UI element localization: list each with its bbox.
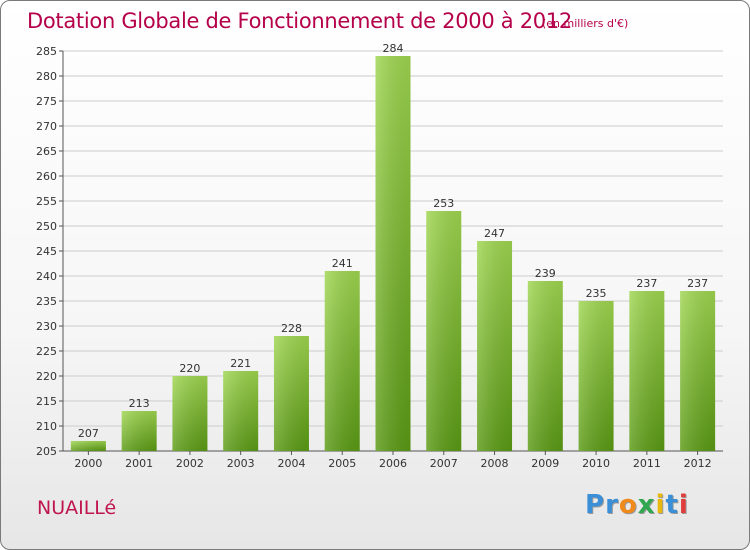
logo-letter: o: [618, 490, 638, 520]
y-tick-label: 280: [36, 70, 57, 83]
x-tick-label: 2009: [531, 457, 559, 470]
logo-letter: i: [655, 490, 666, 520]
x-tick-label: 2006: [379, 457, 407, 470]
bar-shading: [629, 291, 665, 451]
y-tick-label: 285: [36, 45, 57, 58]
logo-letter: t: [665, 490, 679, 520]
bar-shading: [70, 441, 106, 451]
x-tick-label: 2002: [176, 457, 204, 470]
bar-shading: [273, 336, 309, 451]
logo-letter: P: [585, 490, 606, 520]
y-tick-label: 275: [36, 95, 57, 108]
tick-labels: 205 210 215 220 225 230 235 240 245 250 255 260 265 2…: [36, 45, 712, 470]
chart-title: Dotation Globale de Fonctionnement de 20…: [27, 9, 572, 33]
data-label: 213: [129, 397, 150, 410]
y-tick-label: 260: [36, 170, 57, 183]
data-label: 237: [636, 277, 657, 290]
y-tick-label: 250: [36, 220, 57, 233]
bar-shading: [324, 271, 360, 451]
data-label: 241: [332, 257, 353, 270]
x-tick-label: 2000: [74, 457, 102, 470]
bar-shading: [375, 56, 411, 451]
proxiti-logo: Proxiti: [585, 490, 689, 520]
logo-letter: r: [605, 490, 619, 520]
logo-letter: x: [637, 490, 656, 520]
data-label: 237: [687, 277, 708, 290]
bar-shading: [477, 241, 513, 451]
x-tick-label: 2004: [277, 457, 305, 470]
y-tick-label: 230: [36, 320, 57, 333]
y-tick-label: 240: [36, 270, 57, 283]
y-tick-label: 215: [36, 395, 57, 408]
data-label: 247: [484, 227, 505, 240]
bar-shading: [223, 371, 259, 451]
data-label: 235: [586, 287, 607, 300]
bar-shading: [172, 376, 208, 451]
y-tick-label: 205: [36, 445, 57, 458]
y-tick-label: 210: [36, 420, 57, 433]
data-label: 284: [383, 42, 404, 55]
bar-shading: [121, 411, 157, 451]
y-tick-label: 265: [36, 145, 57, 158]
data-label: 228: [281, 322, 302, 335]
x-tick-label: 2007: [430, 457, 458, 470]
x-tick-label: 2001: [125, 457, 153, 470]
logo-letter: i: [678, 490, 689, 520]
data-label: 253: [433, 197, 454, 210]
chart-subtitle: (en milliers d'€): [542, 17, 629, 30]
bar-shading: [578, 301, 614, 451]
y-tick-label: 225: [36, 345, 57, 358]
data-label: 239: [535, 267, 556, 280]
y-tick-label: 270: [36, 120, 57, 133]
data-label: 207: [78, 427, 99, 440]
y-tick-label: 220: [36, 370, 57, 383]
x-tick-label: 2010: [582, 457, 610, 470]
x-tick-label: 2012: [684, 457, 712, 470]
bars: [70, 56, 716, 451]
y-tick-label: 255: [36, 195, 57, 208]
bar-shading: [426, 211, 462, 451]
data-label: 220: [179, 362, 200, 375]
x-tick-label: 2011: [633, 457, 661, 470]
x-tick-label: 2008: [481, 457, 509, 470]
commune-name: NUAILLé: [37, 497, 117, 519]
y-tick-label: 245: [36, 245, 57, 258]
bar-shading: [680, 291, 716, 451]
y-tick-label: 235: [36, 295, 57, 308]
bar-shading: [527, 281, 563, 451]
x-tick-label: 2005: [328, 457, 356, 470]
data-labels: 207 213 220 221 228 241 284 253 247 239 235 237 237: [78, 42, 708, 440]
x-tick-label: 2003: [227, 457, 255, 470]
data-label: 221: [230, 357, 251, 370]
